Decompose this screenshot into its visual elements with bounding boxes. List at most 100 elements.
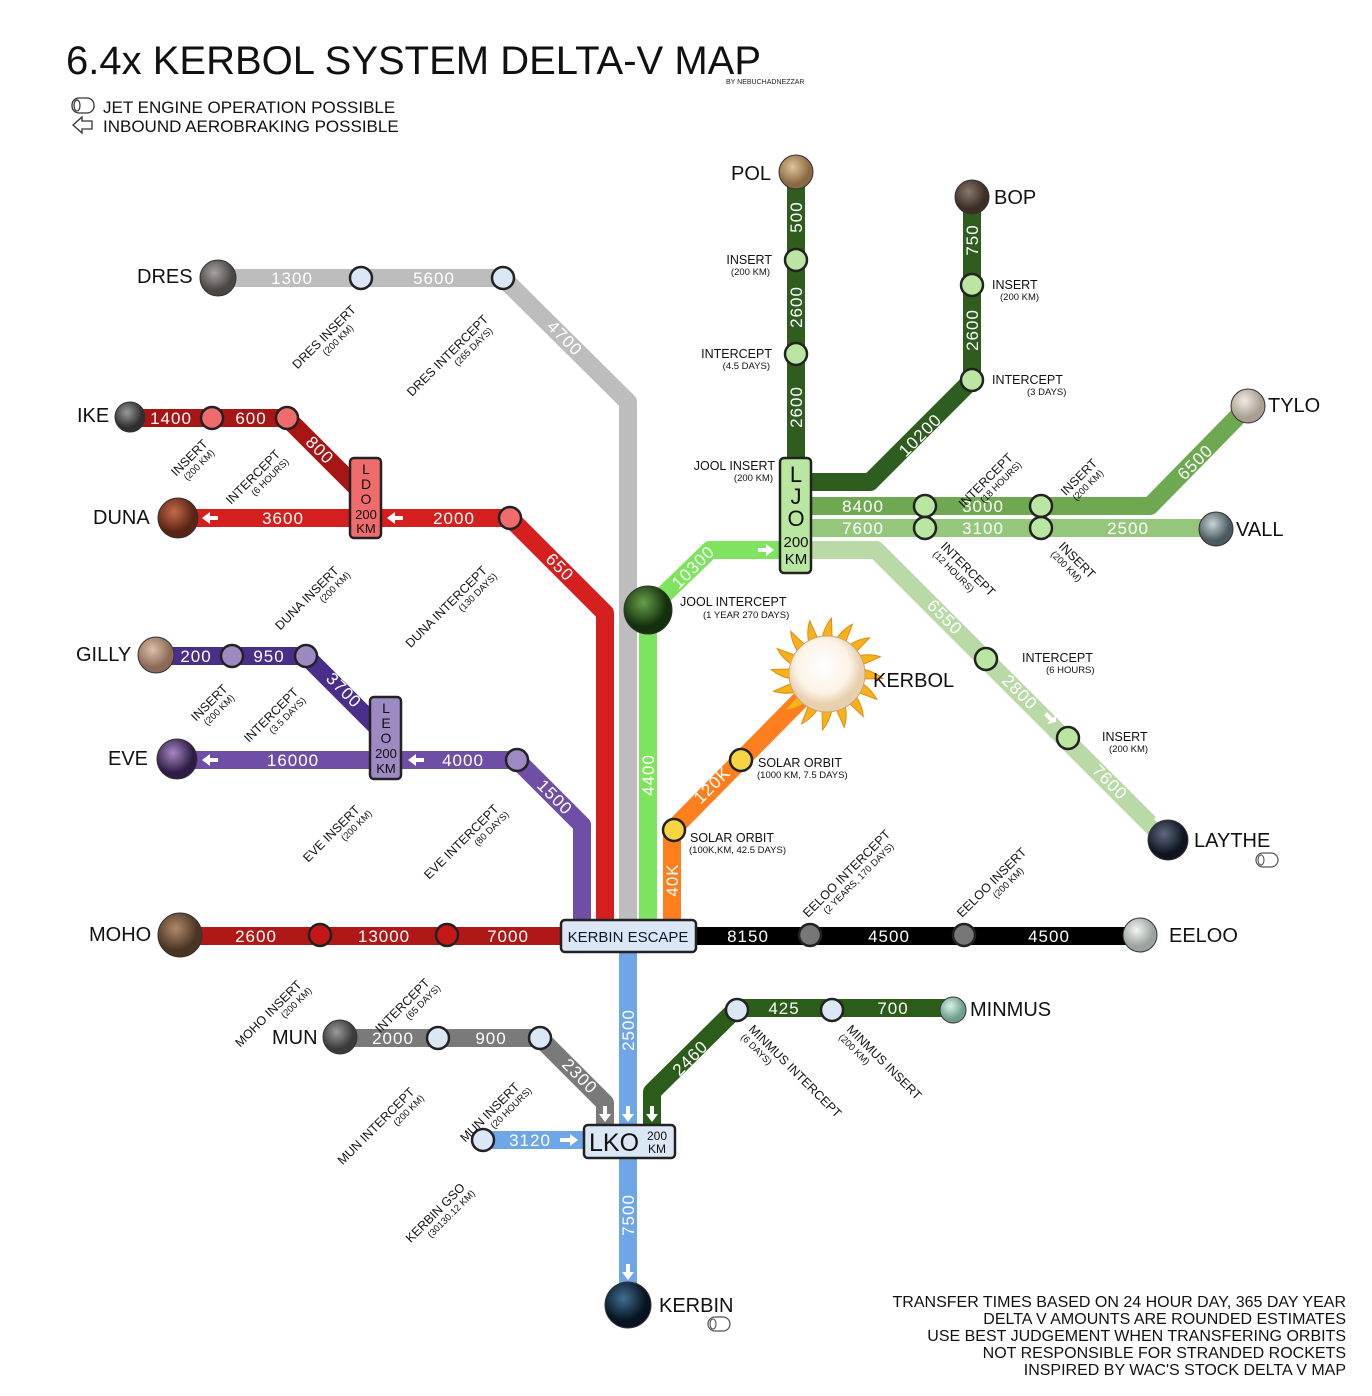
- hub-ldo-letter: O: [361, 491, 372, 507]
- legend-jet-label: JET ENGINE OPERATION POSSIBLE: [103, 98, 395, 117]
- dv-label: 2600: [235, 927, 277, 946]
- jool-line: [639, 541, 780, 925]
- dv-label: 3600: [262, 509, 304, 528]
- hub-ldo-unit: KM: [356, 521, 376, 536]
- minmus-line: [643, 999, 953, 1125]
- body-label-tylo: TYLO: [1268, 395, 1320, 417]
- bop-planet-icon: [954, 179, 990, 215]
- node-label: JOOL INTERCEPT: [680, 595, 787, 609]
- minmus-planet-icon: [939, 996, 967, 1024]
- hub-ldo: L D O 200 KM: [348, 456, 383, 540]
- hub-ldo-letter: D: [361, 476, 371, 492]
- node-sublabel: (6 HOURS): [1046, 665, 1095, 676]
- dv-label: 10300: [668, 542, 718, 592]
- dv-label: 750: [963, 224, 982, 255]
- dv-label: 5600: [413, 269, 455, 288]
- footer-line: USE BEST JUDGEMENT WHEN TRANSFERING ORBI…: [927, 1328, 1346, 1345]
- eve-planet-icon: [156, 738, 198, 780]
- lko-unit: KM: [648, 1142, 666, 1156]
- aerobrake-arrow-icon: [387, 512, 403, 524]
- hub-ldo-letter: L: [362, 461, 370, 477]
- eeloo-intercept-node: [797, 922, 823, 948]
- vall-intercept-node: [912, 515, 938, 541]
- body-label-mun: MUN: [272, 1027, 318, 1049]
- node-label: INSERT: [726, 253, 772, 267]
- hub-leo: L E O 200 KM: [368, 695, 403, 781]
- node-label: INTERCEPT: [701, 347, 772, 361]
- gilly-planet-icon: [137, 636, 175, 674]
- footer-line: DELTA V AMOUNTS ARE ROUNDED ESTIMATES: [983, 1311, 1346, 1328]
- dv-label: 3100: [962, 519, 1004, 538]
- aerobrake-markers: [202, 512, 1166, 1280]
- bop-intercept-node: [959, 367, 985, 393]
- body-label-pol: POL: [731, 163, 771, 185]
- node-label: MINMUS INTERCEPT: [746, 1022, 845, 1121]
- gilly-intercept-node: [293, 643, 319, 669]
- lko-alt: 200: [647, 1129, 667, 1143]
- minmus-intercept-node: [724, 997, 750, 1023]
- dv-label: 2000: [433, 509, 475, 528]
- dv-label: 8150: [727, 927, 769, 946]
- dv-label: 600: [235, 409, 266, 428]
- minmus-insert-node: [819, 997, 845, 1023]
- dres-planet-icon: [199, 259, 237, 297]
- waypoint-nodes: [199, 247, 1081, 1153]
- footer-notes: TRANSFER TIMES BASED ON 24 HOUR DAY, 365…: [893, 1294, 1346, 1379]
- tylo-planet-icon: [1230, 388, 1266, 424]
- jet-markers: [707, 852, 1279, 1332]
- hub-leo-letter: E: [381, 715, 390, 731]
- node-label: INSERT: [992, 278, 1038, 292]
- legend-aero-label: INBOUND AEROBRAKING POSSIBLE: [103, 117, 399, 136]
- kerbin-escape-label: KERBIN ESCAPE: [568, 929, 689, 946]
- sun-ray: [769, 668, 792, 680]
- body-label-dres: DRES: [137, 266, 193, 288]
- legend: JET ENGINE OPERATION POSSIBLE INBOUND AE…: [71, 97, 399, 136]
- jet-engine-icon: [707, 1316, 731, 1332]
- tylo-insert-node: [1028, 493, 1054, 519]
- jet-engine-icon: [1255, 852, 1279, 868]
- laythe-planet-icon: [1147, 819, 1189, 861]
- node-sublabel: (4.5 DAYS): [723, 361, 770, 372]
- dv-label: 13000: [358, 927, 410, 946]
- body-label-minmus: MINMUS: [970, 999, 1051, 1021]
- tylo-line: [810, 399, 1255, 515]
- body-label-kerbin: KERBIN: [659, 1295, 733, 1317]
- dv-label: 2600: [963, 309, 982, 351]
- laythe-intercept-node: [973, 646, 999, 672]
- moho-planet-icon: [157, 912, 203, 958]
- dv-label: 4500: [1028, 927, 1070, 946]
- map-title: 6.4x KERBOL SYSTEM DELTA-V MAP: [66, 39, 761, 83]
- dv-label: 500: [787, 201, 806, 232]
- solar-orbit-1-node: [728, 747, 754, 773]
- aerobrake-arrow-icon: [408, 754, 424, 766]
- celestial-bodies: [114, 154, 1266, 1329]
- pol-planet-icon: [778, 154, 814, 190]
- dv-label: 40K: [663, 863, 682, 896]
- dv-label: 4400: [639, 754, 658, 796]
- body-label-duna: DUNA: [93, 507, 150, 529]
- kerbol-sun-icon: [769, 616, 885, 732]
- aerobrake-arrow-icon: [72, 115, 93, 135]
- dv-label: 2500: [619, 1009, 638, 1051]
- aerobrake-arrow-icon: [622, 1264, 634, 1280]
- dv-label: 7600: [842, 519, 884, 538]
- mun-intercept-node: [425, 1025, 451, 1051]
- duna-intercept-node: [497, 505, 523, 531]
- body-label-eeloo: EELOO: [1169, 925, 1238, 947]
- node-label: MUN INTERCEPT: [335, 1085, 418, 1168]
- pol-insert-node: [783, 247, 809, 273]
- footer-line: NOT RESPONSIBLE FOR STRANDED ROCKETS: [983, 1345, 1346, 1362]
- sun-ray: [862, 668, 885, 680]
- node-sublabel: (1000 KM, 7.5 DAYS): [757, 770, 848, 781]
- dv-label: 10200: [895, 410, 945, 460]
- solar-orbit-2-node: [661, 817, 687, 843]
- dv-label: 700: [877, 999, 908, 1018]
- dv-label: 2000: [372, 1029, 414, 1048]
- moho-insert-node: [307, 922, 333, 948]
- body-label-kerbol: KERBOL: [873, 670, 954, 692]
- body-label-laythe: LAYTHE: [1194, 830, 1270, 852]
- body-label-gilly: GILLY: [76, 644, 131, 666]
- node-sublabel: (200 KM): [731, 267, 770, 278]
- ike-intercept-node: [274, 405, 300, 431]
